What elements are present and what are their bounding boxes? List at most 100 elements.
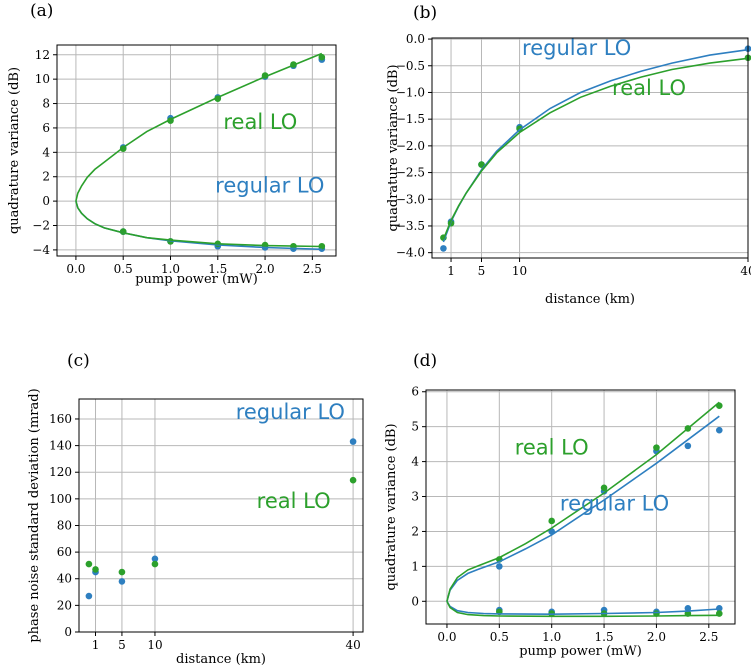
regular-lo-data-point — [715, 604, 723, 612]
regular-lo-annotation: regular LO — [560, 491, 669, 515]
plot-frame — [425, 389, 736, 625]
y-tick-label: −3.0 — [396, 192, 425, 206]
regular-lo-annotation: regular LO — [215, 174, 324, 198]
panel-c: (c) 1 5 10 40 0 20 40 60 80 100 120 140 160 regular LO… — [27, 351, 364, 667]
y-tick-label: 60 — [57, 545, 72, 559]
panel-label: (a) — [30, 1, 53, 21]
y-axis-title: phase noise standard deviation (mrad) — [27, 388, 42, 642]
regular-lo-data-point — [118, 578, 126, 585]
y-tick-label: −2.5 — [396, 166, 425, 180]
x-tick-label: 0.0 — [66, 262, 85, 276]
real-lo-fit-line — [75, 200, 322, 248]
real-lo-data-point — [548, 517, 555, 525]
regular-lo-data-point — [496, 563, 503, 570]
regular-lo-annotation: regular LO — [236, 400, 345, 424]
real-lo-fit-line — [446, 600, 720, 618]
y-tick-label: 1 — [411, 559, 419, 573]
real-lo-annotation: real LO — [257, 489, 331, 513]
x-tick-label: 1.0 — [161, 262, 180, 276]
x-tick-label: 1 — [92, 638, 100, 652]
real-lo-data-point — [151, 560, 159, 568]
y-tick-label: 0 — [42, 194, 50, 208]
regular-lo-annotation: regular LO — [522, 36, 631, 60]
y-tick-label: 3 — [411, 490, 419, 504]
regular-lo-data-point — [684, 442, 692, 450]
panel-d: (d) 0.0 0.5 1.0 1.5 2.0 2.5 0 1 2 3 4 5 6 real LO regul… — [384, 351, 736, 659]
y-tick-label: 8 — [42, 97, 50, 111]
y-tick-label: 100 — [49, 492, 72, 506]
y-tick-label: −3.5 — [396, 219, 425, 233]
x-tick-label: 1.5 — [208, 262, 227, 276]
y-tick-label: −4 — [32, 243, 50, 257]
regular-lo-fit-line — [446, 600, 720, 616]
y-axis-title: quadrature variance (dB) — [386, 64, 401, 231]
panel-label: (c) — [67, 351, 90, 371]
real-lo-data-point — [600, 484, 608, 492]
regular-lo-data-point — [85, 592, 93, 600]
real-lo-data-point — [92, 566, 99, 573]
real-lo-data-point — [349, 476, 357, 484]
y-tick-label: 10 — [35, 72, 50, 86]
y-tick-label: 0 — [64, 625, 72, 639]
x-tick-label: 1 — [447, 264, 455, 278]
y-tick-label: 0 — [411, 594, 419, 608]
x-tick-label: 2.5 — [303, 262, 322, 276]
y-tick-label: 6 — [411, 385, 419, 399]
y-tick-label: 20 — [57, 598, 72, 612]
y-tick-label: −1.0 — [396, 85, 425, 99]
y-tick-label: 0.0 — [406, 32, 425, 46]
y-tick-label: 4 — [411, 455, 419, 469]
x-axis-title: distance (km) — [176, 652, 266, 667]
real-lo-fit-line — [75, 52, 323, 202]
regular-lo-data-point — [349, 438, 357, 445]
x-tick-label: 5 — [118, 638, 126, 652]
panel-label: (d) — [413, 351, 437, 371]
x-axis-title: distance (km) — [545, 292, 635, 307]
y-tick-label: 80 — [57, 518, 72, 532]
plot-frame — [56, 44, 337, 257]
real-lo-data-point — [118, 568, 126, 576]
x-axis-title: pump power (mW) — [135, 272, 258, 287]
y-axis-title: quadrature variance (dB) — [7, 67, 22, 234]
regular-lo-data-point — [715, 426, 723, 434]
y-tick-label: 2 — [411, 524, 419, 538]
x-axis-title: pump power (mW) — [519, 644, 642, 659]
y-tick-label: −2.0 — [396, 139, 425, 153]
y-tick-label: 120 — [49, 465, 72, 479]
y-tick-label: −4.0 — [396, 246, 425, 260]
regular-lo-fit-line — [446, 415, 720, 602]
y-tick-label: −2 — [32, 219, 50, 233]
real-lo-data-point — [653, 444, 660, 451]
panel-label: (b) — [413, 3, 437, 23]
y-tick-label: 12 — [35, 48, 50, 62]
real-lo-annotation: real LO — [223, 110, 297, 134]
real-lo-data-point — [318, 53, 326, 61]
y-tick-label: −1.5 — [396, 112, 425, 126]
x-tick-label: 1.0 — [542, 630, 561, 644]
real-lo-annotation: real LO — [612, 76, 686, 100]
x-tick-label: 1.5 — [595, 630, 614, 644]
regular-lo-data-point — [684, 604, 692, 612]
real-lo-fit-line — [442, 57, 749, 240]
y-tick-label: 160 — [49, 412, 72, 426]
regular-lo-data-point — [440, 245, 447, 252]
regular-lo-data-point — [151, 555, 159, 563]
y-tick-label: −0.5 — [396, 59, 425, 73]
x-tick-label: 2.5 — [699, 630, 718, 644]
y-tick-label: 140 — [49, 439, 72, 453]
x-tick-label: 2.0 — [256, 262, 275, 276]
x-tick-label: 0.5 — [490, 630, 509, 644]
panel-a: (a) 0.0 0.5 1.0 1.5 2.0 2.5 −4 −2 0 2 4 6 8 10 12 real L… — [7, 1, 337, 287]
x-tick-label: 40 — [345, 638, 360, 652]
real-lo-fit-line — [446, 401, 720, 602]
real-lo-data-point — [85, 560, 93, 568]
y-tick-label: 6 — [42, 121, 50, 135]
plot-frame — [431, 37, 749, 259]
y-tick-label: 5 — [411, 420, 419, 434]
x-tick-label: 10 — [512, 264, 527, 278]
real-lo-data-point — [318, 242, 326, 250]
real-lo-annotation: real LO — [515, 436, 589, 460]
y-tick-label: 2 — [42, 170, 50, 184]
plot-frame — [78, 398, 364, 633]
